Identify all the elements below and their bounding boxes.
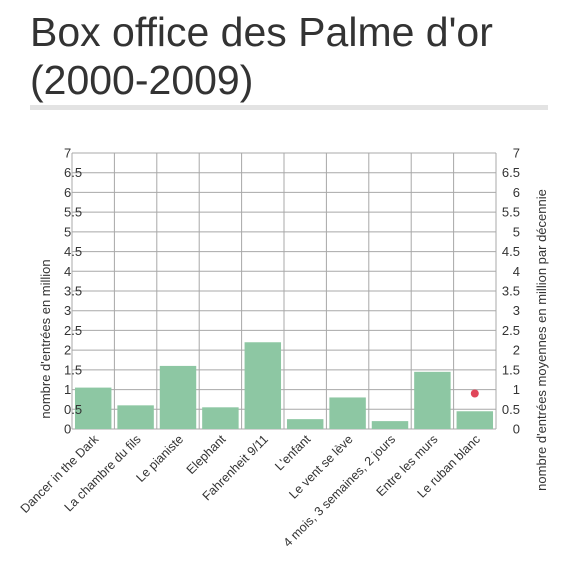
y2-tick-label: 5.5 xyxy=(502,205,520,220)
y-tick-label: 2.5 xyxy=(64,323,82,338)
y-tick-label: 1.5 xyxy=(64,362,82,377)
y2-tick-label: 2 xyxy=(513,343,520,358)
y-tick-label: 6 xyxy=(64,185,71,200)
average-point xyxy=(470,389,479,398)
y-tick-label: 4 xyxy=(64,264,71,279)
bar xyxy=(329,397,366,429)
y2-tick-label: 1 xyxy=(513,382,520,397)
page-title: Box office des Palme d'or (2000-2009) xyxy=(30,9,493,103)
bars xyxy=(74,342,494,429)
bar xyxy=(371,421,409,429)
y-tick-label: 6.5 xyxy=(64,165,82,180)
y-tick-label: 1 xyxy=(64,382,71,397)
bar xyxy=(202,407,239,429)
x-tick-label: Dancer in the Dark xyxy=(18,432,102,516)
y2-tick-label: 2.5 xyxy=(502,323,520,338)
grid-lines xyxy=(71,152,497,430)
y2-tick-label: 0 xyxy=(513,422,520,437)
y2-tick-label: 7 xyxy=(513,146,520,161)
y2-tick-label: 1.5 xyxy=(502,362,520,377)
y-axis-title: nombre d'entrées en million xyxy=(38,259,53,418)
y2-tick-label: 3.5 xyxy=(502,284,520,299)
y-tick-label: 0 xyxy=(64,422,71,437)
y2-tick-label: 0.5 xyxy=(502,402,520,417)
bar xyxy=(456,411,494,429)
bar xyxy=(117,405,154,429)
y2-tick-label: 3 xyxy=(513,303,520,318)
bar xyxy=(414,371,451,429)
x-tick-label: L'enfant xyxy=(272,432,313,473)
bar xyxy=(286,419,324,429)
y-tick-label: 0.5 xyxy=(64,402,82,417)
y2-tick-label: 5 xyxy=(513,224,520,239)
y-tick-label: 3 xyxy=(64,303,71,318)
x-tick-label: La chambre du fils xyxy=(62,432,144,514)
y-tick-label: 5 xyxy=(64,224,71,239)
y2-tick-label: 6 xyxy=(513,185,520,200)
title-divider xyxy=(30,105,548,110)
right-axis-ticks: 0 0.5 1 1.5 2 2.5 3 3.5 4 4.5 5 5.5 6 6.5 7 xyxy=(502,146,520,437)
secondary-y-axis-title: nombre d'entrées moyennes en million par… xyxy=(534,189,549,491)
left-axis-ticks: 0 0.5 1 1.5 2 2.5 3 3.5 4 4.5 5 5.5 6 6.5 7 xyxy=(64,146,82,437)
y-tick-label: 5.5 xyxy=(64,205,82,220)
y2-tick-label: 4 xyxy=(513,264,520,279)
bar xyxy=(74,387,112,429)
y-tick-label: 2 xyxy=(64,343,71,358)
bar xyxy=(159,365,197,429)
y2-tick-label: 6.5 xyxy=(502,165,520,180)
bar xyxy=(244,342,282,429)
y-tick-label: 4.5 xyxy=(64,244,82,259)
y2-tick-label: 4.5 xyxy=(502,244,520,259)
average-markers xyxy=(470,389,479,398)
y-tick-label: 3.5 xyxy=(64,284,82,299)
y-tick-label: 7 xyxy=(64,146,71,161)
